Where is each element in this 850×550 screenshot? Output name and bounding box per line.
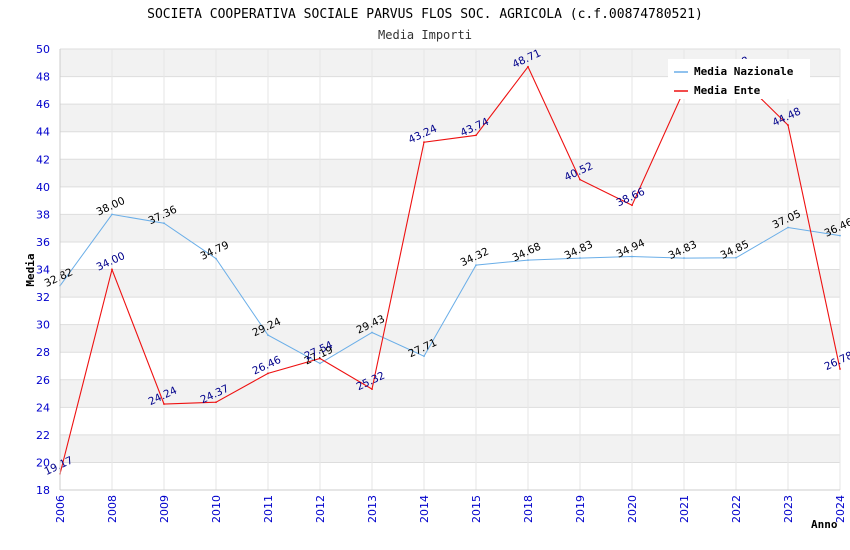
y-tick-label: 24 [36, 401, 50, 414]
grid-band [60, 214, 840, 242]
legend-label-ente: Media Ente [694, 84, 761, 97]
point-nazionale [215, 257, 217, 260]
point-ente [475, 134, 477, 137]
x-tick-label: 2014 [418, 495, 431, 523]
point-nazionale [475, 264, 477, 266]
grid-band [60, 104, 840, 132]
y-tick-label: 50 [36, 43, 50, 56]
x-tick-label: 2012 [314, 495, 327, 523]
x-tick-label: 2020 [626, 495, 639, 523]
y-tick-label: 28 [36, 346, 50, 359]
y-tick-label: 22 [36, 429, 50, 442]
x-axis-label: Anno [811, 518, 838, 531]
x-tick-label: 2018 [522, 495, 535, 523]
y-tick-label: 34 [36, 264, 50, 277]
data-label-nazionale: 34.32 [459, 246, 491, 270]
grid-band [60, 324, 840, 353]
y-tick-label: 20 [36, 456, 50, 469]
point-ente [631, 204, 633, 207]
point-ente [371, 388, 373, 391]
y-tick-label: 32 [36, 291, 50, 304]
data-label-ente: 38.66 [615, 186, 648, 210]
y-tick-label: 40 [36, 181, 50, 194]
legend-box [668, 59, 810, 99]
grid-band [60, 269, 840, 298]
x-tick-label: 2023 [782, 495, 795, 523]
point-ente [839, 368, 841, 370]
y-tick-label: 18 [36, 484, 50, 497]
x-tick-label: 2008 [106, 495, 119, 523]
y-tick-label: 26 [36, 374, 50, 387]
data-label-nazionale: 34.79 [199, 239, 231, 263]
x-tick-label: 2011 [262, 495, 275, 523]
point-nazionale [371, 331, 373, 334]
chart-title: SOCIETA COOPERATIVA SOCIALE PARVUS FLOS … [147, 7, 703, 22]
x-tick-label: 2006 [54, 495, 67, 523]
point-nazionale [579, 257, 581, 259]
y-tick-label: 38 [36, 208, 50, 221]
point-ente [423, 141, 425, 144]
point-nazionale [319, 362, 321, 365]
x-tick-label: 2022 [730, 495, 743, 523]
point-nazionale [423, 355, 425, 358]
x-tick-label: 2019 [574, 495, 587, 523]
point-nazionale [631, 255, 633, 258]
x-tick-label: 2024 [834, 495, 847, 523]
grid-band [60, 159, 840, 187]
point-nazionale [787, 226, 789, 229]
point-nazionale [735, 256, 737, 259]
x-tick-label: 2021 [678, 495, 691, 523]
y-tick-label: 36 [36, 236, 50, 249]
y-tick-label: 42 [36, 153, 50, 166]
x-tick-label: 2015 [470, 495, 483, 523]
grid-bands [60, 49, 840, 463]
point-nazionale [163, 222, 165, 225]
y-tick-label: 44 [36, 126, 50, 139]
point-ente [215, 401, 217, 404]
point-ente [163, 403, 165, 405]
point-nazionale [527, 259, 529, 262]
point-nazionale [683, 257, 685, 259]
point-ente [111, 268, 113, 271]
x-tick-label: 2009 [158, 495, 171, 523]
point-nazionale [267, 334, 269, 336]
point-ente [579, 178, 581, 181]
legend: Media Nazionale Media Ente [668, 59, 810, 99]
x-tick-label: 2013 [366, 495, 379, 523]
point-ente [527, 65, 529, 68]
point-ente [787, 124, 789, 126]
y-tick-label: 46 [36, 98, 50, 111]
y-tick-label: 30 [36, 319, 50, 332]
x-tick-label: 2010 [210, 495, 223, 523]
point-nazionale [111, 213, 113, 216]
point-ente [267, 372, 269, 375]
y-tick-label: 48 [36, 71, 50, 84]
chart-subtitle: Media Importi [378, 28, 472, 42]
y-axis-label: Media [24, 253, 37, 286]
series-line-nazionale [59, 213, 841, 364]
point-ente [319, 357, 321, 360]
point-nazionale [839, 234, 841, 237]
axes [59, 49, 840, 491]
legend-label-nazionale: Media Nazionale [694, 65, 794, 78]
grid-band [60, 434, 840, 463]
